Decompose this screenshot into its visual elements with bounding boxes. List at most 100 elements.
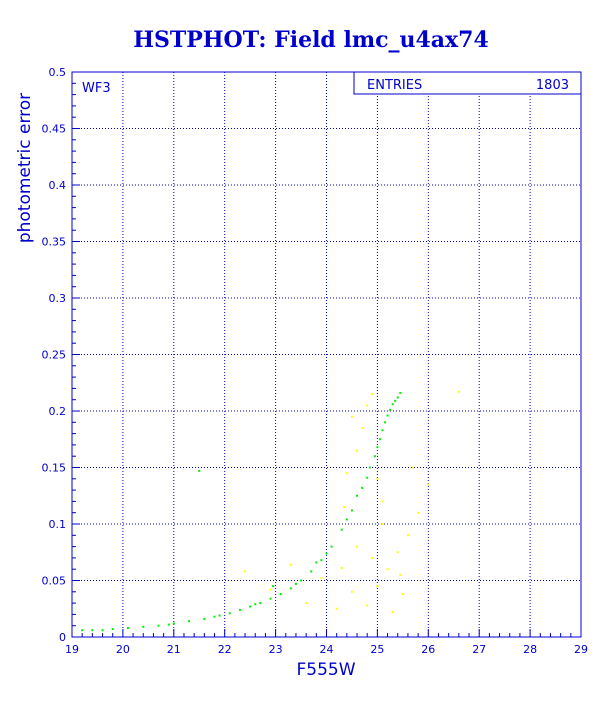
data-point [376,446,379,449]
x-tick-label: 28 [523,643,537,656]
x-tick-label: 22 [218,643,232,656]
data-point [325,552,328,555]
data-point [238,608,241,611]
x-tick-label: 24 [320,643,334,656]
data-point [376,477,379,480]
x-tick-labels: 19 20 21 22 23 24 25 26 27 28 29 [65,629,588,656]
x-tick-label: 26 [421,643,435,656]
y-tick-label: 0.05 [42,575,67,588]
data-point [396,396,399,399]
y-tick-label: 0.4 [49,179,67,192]
data-point [384,421,387,424]
data-point [335,607,338,610]
data-point [259,602,262,605]
data-point [345,472,348,475]
y-tick-label: 0.5 [49,66,67,79]
data-point [218,614,221,617]
data-point [378,438,381,441]
data-point [101,629,104,632]
stats-box [353,71,582,95]
data-point [254,603,257,606]
data-point [401,593,404,596]
data-point [294,582,297,585]
x-tick-label: 21 [167,643,181,656]
y-tick-label: 0.35 [42,236,67,249]
data-point [386,568,389,571]
data-point [366,604,369,607]
data-point [142,625,145,628]
data-point [361,486,364,489]
data-point [356,494,359,497]
x-tick-label: 25 [370,643,384,656]
data-point [373,455,376,458]
data-point [188,620,191,623]
data-point [396,551,399,554]
y-tick-label: 0.45 [42,123,67,136]
x-tick-label: 29 [574,643,588,656]
data-point [249,605,252,608]
data-point [157,624,160,627]
data-point [366,404,369,407]
x-axis-label: F555W [296,660,355,680]
data-point [91,629,94,632]
data-point [300,579,303,582]
y-tick-label: 0.3 [49,292,67,305]
data-point [289,587,292,590]
data-point [203,617,206,620]
data-point [320,577,323,580]
data-point [391,611,394,614]
data-point [167,623,170,626]
x-tick-label: 23 [269,643,283,656]
y-axis-label: photometric error [15,93,35,243]
panel-label: WF3 [82,81,111,96]
y-tick-label: 0.2 [49,405,67,418]
data-point [340,528,343,531]
data-point [81,629,84,632]
data-point [350,509,353,512]
y-tick-label: 0.15 [42,462,67,475]
data-point [345,518,348,521]
data-point [376,585,379,588]
data-point [361,426,364,429]
data-point [399,391,402,394]
chart-title: HSTPHOT: Field lmc_u4ax74 [133,27,489,53]
data-point [126,626,129,629]
data-point [350,590,353,593]
data-point [279,593,282,596]
stats-label: ENTRIES [367,78,422,93]
data-point [381,500,384,503]
stats-value: 1803 [536,78,569,93]
data-point [366,476,369,479]
x-tick-label: 27 [472,643,486,656]
data-point [272,585,275,588]
data-point [172,622,175,625]
y-tick-labels: 0 0.05 0.1 0.15 0.2 0.25 0.3 0.35 0.4 0.45 0.5 [42,66,80,644]
data-point [269,588,272,591]
x-tick-label: 19 [65,643,79,656]
data-point [371,556,374,559]
y-tick-label: 0.1 [49,518,67,531]
data-point [427,483,430,486]
data-point [198,469,201,472]
data-point [244,570,247,573]
data-point [368,466,371,469]
data-point [315,561,318,564]
y-tick-label: 0 [59,631,66,644]
data-point [356,449,359,452]
data-point [269,597,272,600]
data-point [310,570,313,573]
data-point [406,534,409,537]
data-point [381,429,384,432]
data-point [412,466,415,469]
data-point [340,567,343,570]
data-point [228,612,231,615]
grid-lines [72,72,581,637]
data-point [381,523,384,525]
data-point [356,545,359,548]
data-point [350,415,353,418]
y-tick-label: 0.25 [42,349,67,362]
data-point [394,399,397,402]
data-point [386,414,389,417]
data-point [371,393,374,396]
